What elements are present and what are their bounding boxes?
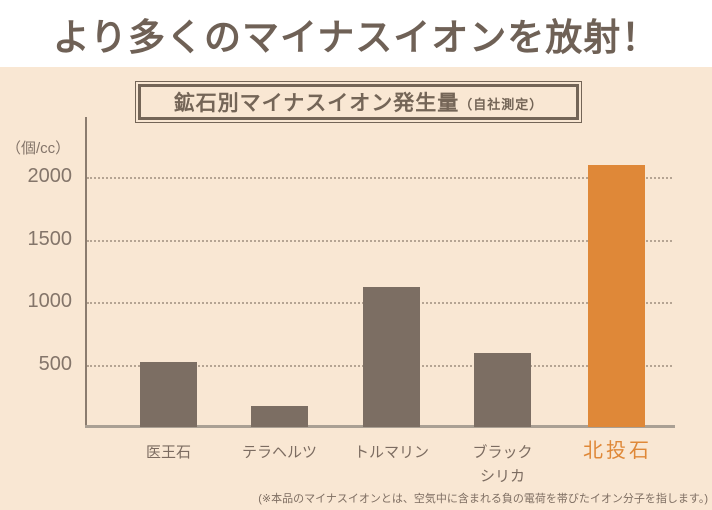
y-tick-label-1500: 1500	[27, 227, 73, 250]
bar-2	[251, 405, 308, 427]
page-header: より多くのマイナスイオンを放射！	[0, 0, 712, 67]
y-tick-label-500: 500	[38, 352, 72, 375]
x-axis-label-2: テラヘルツ	[241, 444, 317, 461]
y-tick-label-1000: 1000	[27, 290, 73, 312]
x-axis-label-1: 医王石	[145, 444, 191, 461]
bar-4	[474, 353, 531, 427]
chart-title-inner-frame: 鉱石別マイナスイオン発生量 （自社測定）	[138, 84, 579, 120]
y-axis-line	[85, 117, 87, 427]
x-axis-label-5: 北投石	[583, 440, 652, 462]
bar-3	[363, 287, 420, 427]
chart-title-suffix: （自社測定）	[459, 97, 544, 112]
bar-1	[140, 362, 197, 427]
page-title: より多くのマイナスイオンを放射！	[52, 17, 660, 59]
chart-title: 鉱石別マイナスイオン発生量	[173, 92, 460, 115]
footnote: (※本品のマイナスイオンとは、空気中に含まれる負の電荷を帯びたイオン分子を指しま…	[258, 493, 708, 505]
y-axis-unit-label: （個/cc）	[6, 140, 71, 157]
chart-panel: 鉱石別マイナスイオン発生量 （自社測定） （個/cc） 500 1000 1500 20…	[0, 67, 712, 510]
chart-title-box: 鉱石別マイナスイオン発生量 （自社測定）	[135, 81, 582, 123]
y-tick-label-2000: 2000	[27, 165, 73, 187]
x-axis-label-4: ブラック シリカ	[472, 444, 533, 485]
bar-5	[588, 164, 645, 427]
gridline-1500	[87, 239, 672, 242]
x-axis-label-3: トルマリン	[353, 444, 429, 461]
gridline-2000	[87, 177, 672, 179]
